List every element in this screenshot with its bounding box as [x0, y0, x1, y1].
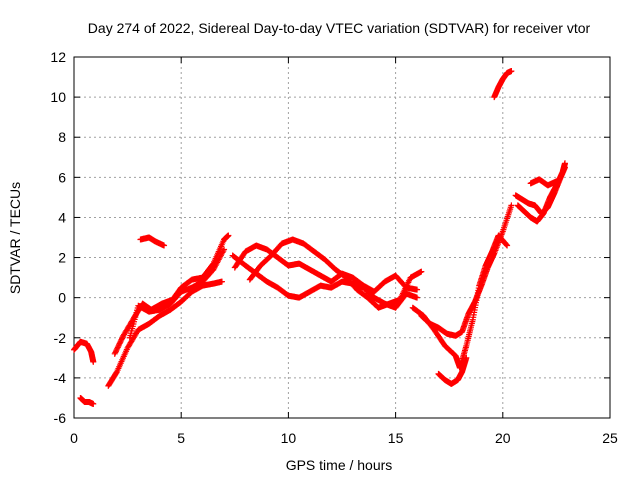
chart-title: Day 274 of 2022, Sidereal Day-to-day VTE…	[88, 20, 591, 36]
y-tick-label: -6	[54, 410, 67, 426]
series-track-k	[409, 232, 511, 371]
x-tick-label: 20	[495, 430, 511, 446]
data-point	[161, 242, 168, 249]
y-tick-label: 8	[58, 129, 66, 145]
y-tick-label: 2	[58, 250, 66, 266]
y-tick-label: 4	[58, 209, 66, 225]
data-point	[218, 278, 225, 285]
grid	[74, 57, 610, 418]
data-point	[503, 241, 510, 248]
data-point	[418, 268, 425, 275]
data-point	[225, 232, 232, 239]
x-axis-label: GPS time / hours	[286, 457, 393, 473]
y-tick-label: 10	[50, 89, 66, 105]
data-point	[561, 160, 568, 167]
data-point	[553, 178, 560, 185]
data-point	[90, 400, 97, 407]
data-point	[508, 68, 515, 75]
series-track-a	[71, 338, 97, 365]
series-track-m	[491, 68, 515, 101]
plot-frame	[73, 56, 611, 419]
data-point	[113, 369, 120, 376]
series-track-l	[435, 354, 470, 387]
data-point	[90, 358, 97, 365]
y-tick-label: 0	[58, 290, 66, 306]
series-track-o	[514, 160, 568, 225]
y-tick-label: -4	[54, 370, 67, 386]
y-tick-label: -2	[54, 330, 67, 346]
series-track-e	[126, 246, 228, 341]
y-tick-label: 12	[50, 49, 66, 65]
x-tick-label: 15	[388, 430, 404, 446]
series-track-i	[246, 236, 425, 311]
x-tick-label: 25	[602, 430, 618, 446]
data-point	[463, 354, 470, 361]
series-track-f	[137, 234, 168, 249]
data-point	[504, 242, 511, 249]
y-tick-label: 6	[58, 169, 66, 185]
data-points	[71, 68, 568, 407]
data-point	[414, 286, 421, 293]
y-axis-label: SDTVAR / TECUs	[7, 182, 23, 294]
data-point	[414, 294, 421, 301]
data-point	[508, 202, 515, 209]
series-track-b	[77, 394, 97, 407]
x-tick-label: 10	[281, 430, 297, 446]
x-tick-label: 0	[70, 430, 78, 446]
axis-ticks: 0 5 10 15 20 25 -6 -4 -2 0 2 4 6 8 10 12	[50, 49, 618, 446]
data-point	[221, 246, 228, 253]
x-tick-label: 5	[177, 430, 185, 446]
series-track-h	[231, 242, 421, 295]
series-track-j	[418, 202, 515, 339]
series-track-p	[527, 176, 560, 189]
